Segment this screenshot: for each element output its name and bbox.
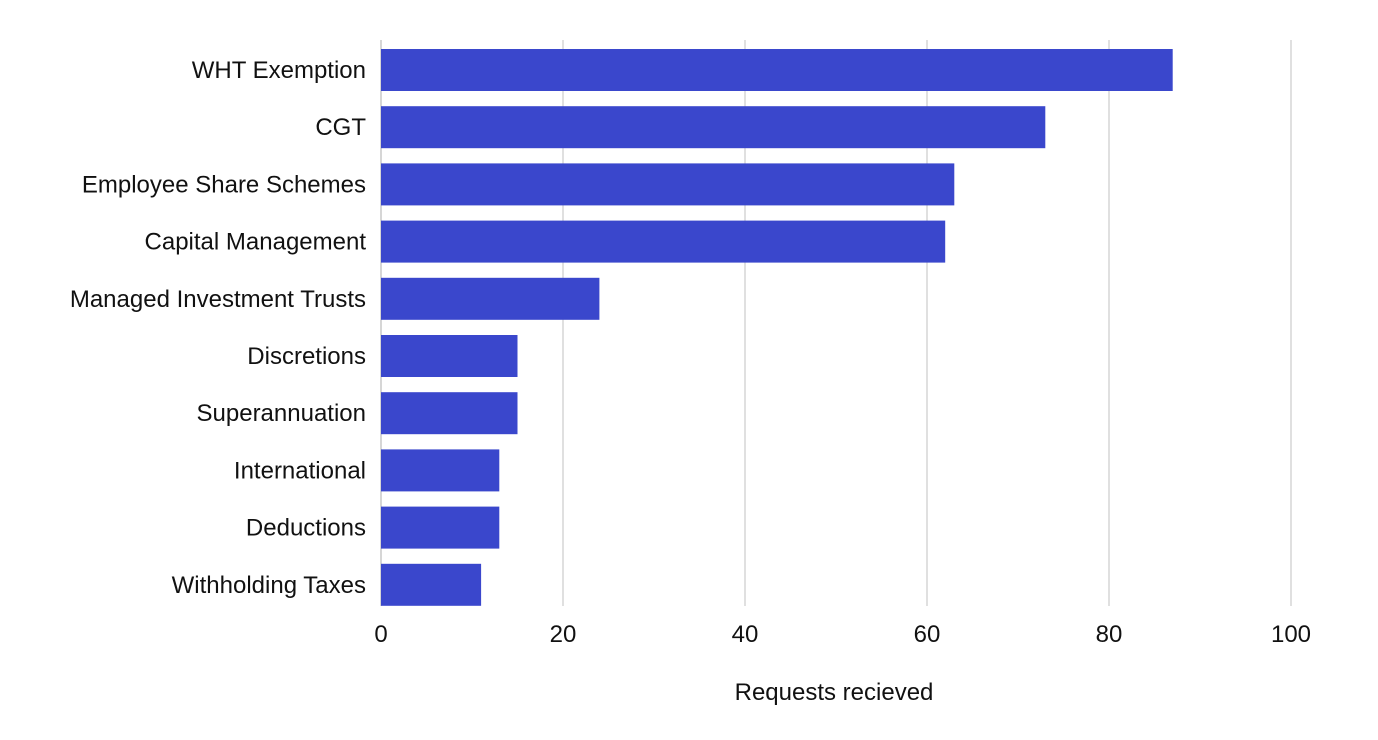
bar	[381, 220, 946, 263]
x-tick-label: 80	[1096, 621, 1123, 648]
x-tick-label: 40	[732, 621, 759, 648]
x-tick-label: 60	[914, 621, 941, 648]
bar	[381, 106, 1046, 149]
x-tick-label: 100	[1271, 621, 1311, 648]
category-label: Discretions	[247, 343, 366, 370]
category-labels: WHT Exemption CGT Employee Share Schemes Ca…	[70, 57, 366, 599]
bar	[381, 449, 500, 492]
category-label: CGT	[315, 114, 366, 141]
category-label: Employee Share Schemes	[82, 171, 366, 198]
bar	[381, 563, 482, 606]
category-label: Managed Investment Trusts	[70, 286, 366, 313]
category-label: International	[234, 457, 366, 484]
bars	[381, 49, 1173, 606]
bar	[381, 163, 955, 206]
x-tick-label: 20	[550, 621, 577, 648]
bar	[381, 49, 1173, 91]
bar	[381, 277, 600, 320]
x-axis-title: Requests recieved	[735, 679, 934, 706]
category-label: Superannuation	[197, 400, 366, 427]
x-tick-labels: 0 20 40 60 80 100	[374, 621, 1311, 648]
category-label: Deductions	[246, 515, 366, 542]
category-label: Capital Management	[145, 229, 367, 256]
bar	[381, 335, 518, 377]
bar	[381, 392, 518, 435]
bar	[381, 506, 500, 549]
category-label: Withholding Taxes	[172, 572, 366, 599]
x-tick-label: 0	[374, 621, 387, 648]
category-label: WHT Exemption	[192, 57, 366, 84]
